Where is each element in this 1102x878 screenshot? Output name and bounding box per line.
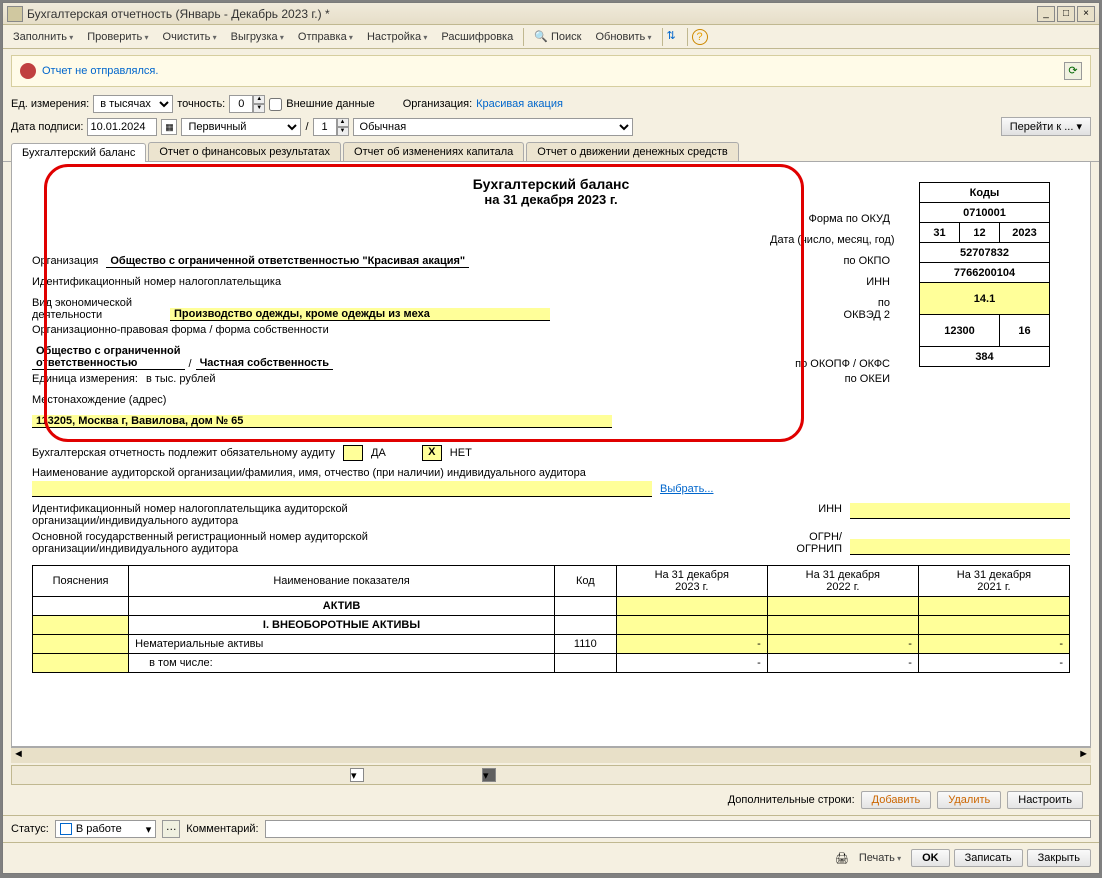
okfs-value: 16 — [1000, 315, 1050, 347]
precision-spinner[interactable]: ▲▼ — [229, 95, 265, 113]
audit-yes-box[interactable] — [343, 445, 363, 461]
primary-num-spinner[interactable]: ▲▼ — [313, 118, 349, 136]
indicator-1[interactable]: ▾ — [350, 768, 364, 782]
fill-button[interactable]: Заполнить — [7, 29, 79, 45]
indicator-2[interactable]: ▾ — [482, 768, 496, 782]
app-icon — [7, 6, 23, 22]
refresh-button[interactable]: Обновить — [589, 29, 657, 45]
updown-icon[interactable]: ⇅ — [667, 29, 683, 45]
search-button[interactable]: 🔍 Поиск — [528, 28, 587, 45]
main-table: Пояснения Наименование показателя Код На… — [32, 565, 1070, 673]
send-button[interactable]: Отправка — [292, 29, 359, 45]
date-day: 31 — [920, 223, 960, 243]
main-toolbar: Заполнить Проверить Очистить Выгрузка От… — [3, 25, 1099, 49]
configure-rows-button[interactable]: Настроить — [1007, 791, 1083, 809]
tab-finresults[interactable]: Отчет о финансовых результатах — [148, 142, 341, 161]
decode-button[interactable]: Расшифровка — [435, 29, 519, 45]
document-scroll[interactable]: Бухгалтерский баланс на 31 декабря 2023 … — [11, 162, 1091, 747]
content-area: Бухгалтерский баланс на 31 декабря 2023 … — [3, 162, 1099, 815]
unit-label: Ед. измерения: — [11, 98, 89, 110]
status-ellipsis-button[interactable]: … — [162, 820, 180, 838]
okved-value[interactable]: 14.1 — [920, 283, 1050, 315]
doc-subtitle: на 31 декабря 2023 г. — [32, 192, 1070, 207]
doc-header-lines: Форма по ОКУД Дата (число, месяц, год) О… — [32, 213, 1070, 433]
org-link[interactable]: Красивая акация — [476, 98, 563, 110]
unit-select[interactable]: в тысячах р — [93, 95, 173, 113]
select-link[interactable]: Выбрать... — [660, 483, 713, 495]
doc-title: Бухгалтерский баланс — [32, 176, 1070, 192]
activity-value[interactable]: Производство одежды, кроме одежды из мех… — [170, 308, 550, 321]
primary-num-input[interactable] — [313, 118, 337, 136]
status-select[interactable]: В работе ▾ — [55, 820, 156, 838]
primary-select[interactable]: Первичный — [181, 118, 301, 136]
org-name: Общество с ограниченной ответственностью… — [106, 255, 469, 268]
bottom-bar: 🖨 Печать OK Записать Закрыть — [3, 842, 1099, 873]
okpo-value: 52707832 — [920, 243, 1050, 263]
save-button[interactable]: Записать — [954, 849, 1023, 867]
org-row-label: Организация — [32, 255, 98, 267]
okud-value: 0710001 — [920, 203, 1050, 223]
auditor-name-input[interactable] — [32, 481, 652, 497]
externaldata-label: Внешние данные — [286, 98, 374, 110]
clear-button[interactable]: Очистить — [157, 29, 223, 45]
app-window: Бухгалтерская отчетность (Январь - Декаб… — [2, 2, 1100, 874]
setup-button[interactable]: Настройка — [361, 29, 433, 45]
notice-bar: Отчет не отправлялся. ⟳ — [11, 55, 1091, 87]
export-button[interactable]: Выгрузка — [225, 29, 290, 45]
indicator-bar: ▾ ▾ — [11, 765, 1091, 785]
add-row-button[interactable]: Добавить — [861, 791, 932, 809]
calendar-icon[interactable]: ▦ — [161, 119, 177, 135]
table-row: Нематериальные активы 1110 - - - — [33, 635, 1070, 654]
close-button[interactable]: × — [1077, 6, 1095, 22]
ok-button[interactable]: OK — [911, 849, 950, 867]
comment-input[interactable] — [265, 820, 1091, 838]
status-bar: Статус: В работе ▾ … Комментарий: — [3, 815, 1099, 842]
notice-refresh-icon[interactable]: ⟳ — [1064, 62, 1082, 80]
tab-capital[interactable]: Отчет об изменениях капитала — [343, 142, 524, 161]
tab-balance[interactable]: Бухгалтерский баланс — [11, 143, 146, 162]
okei-value: 384 — [920, 347, 1050, 367]
params-row-2: Дата подписи: ▦ Первичный / ▲▼ Обычная П… — [3, 115, 1099, 138]
inn-label: Идентификационный номер налогоплательщик… — [32, 276, 281, 288]
org-label: Организация: — [403, 98, 472, 110]
minimize-button[interactable]: _ — [1037, 6, 1055, 22]
maximize-button[interactable]: □ — [1057, 6, 1075, 22]
audit-row: Бухгалтерская отчетность подлежит обязат… — [32, 445, 1070, 461]
help-icon[interactable]: ? — [692, 29, 708, 45]
check-button[interactable]: Проверить — [81, 29, 154, 45]
precision-label: точность: — [177, 98, 225, 110]
params-row-1: Ед. измерения: в тысячах р точность: ▲▼ … — [3, 93, 1099, 115]
codes-header: Коды — [920, 183, 1050, 203]
tab-cashflow[interactable]: Отчет о движении денежных средств — [526, 142, 738, 161]
audit-no-box[interactable]: X — [422, 445, 442, 461]
signdate-input[interactable] — [87, 118, 157, 136]
titlebar: Бухгалтерская отчетность (Январь - Декаб… — [3, 3, 1099, 25]
notice-text: Отчет не отправлялся. — [42, 65, 1058, 77]
auditor-ogrn-input[interactable] — [850, 539, 1070, 555]
horizontal-scrollbar[interactable]: ◄ ► — [11, 747, 1091, 763]
delete-row-button[interactable]: Удалить — [937, 791, 1001, 809]
okopf-value: 12300 — [920, 315, 1000, 347]
address-value[interactable]: 113205, Москва г, Вавилова, дом № 65 — [32, 415, 612, 428]
notice-icon — [20, 63, 36, 79]
externaldata-checkbox[interactable] — [269, 98, 282, 111]
additional-rows-bar: Дополнительные строки: Добавить Удалить … — [11, 785, 1091, 815]
codes-table: Коды 0710001 31 12 2023 52707832 7766200… — [919, 182, 1050, 367]
printer-icon: 🖨 — [835, 852, 849, 865]
close-window-button[interactable]: Закрыть — [1027, 849, 1091, 867]
date-year: 2023 — [1000, 223, 1050, 243]
print-button[interactable]: Печать — [853, 850, 907, 866]
doc-icon — [60, 823, 72, 835]
goto-button[interactable]: Перейти к ... ▾ — [1001, 117, 1091, 136]
tabs: Бухгалтерский баланс Отчет о финансовых … — [3, 138, 1099, 162]
inn-value: 7766200104 — [920, 263, 1050, 283]
precision-input[interactable] — [229, 95, 253, 113]
ordinary-select[interactable]: Обычная — [353, 118, 633, 136]
window-title: Бухгалтерская отчетность (Январь - Декаб… — [27, 7, 1037, 21]
auditor-inn-input[interactable] — [850, 503, 1070, 519]
signdate-label: Дата подписи: — [11, 121, 83, 133]
table-row: в том числе: - - - — [33, 654, 1070, 673]
date-month: 12 — [960, 223, 1000, 243]
